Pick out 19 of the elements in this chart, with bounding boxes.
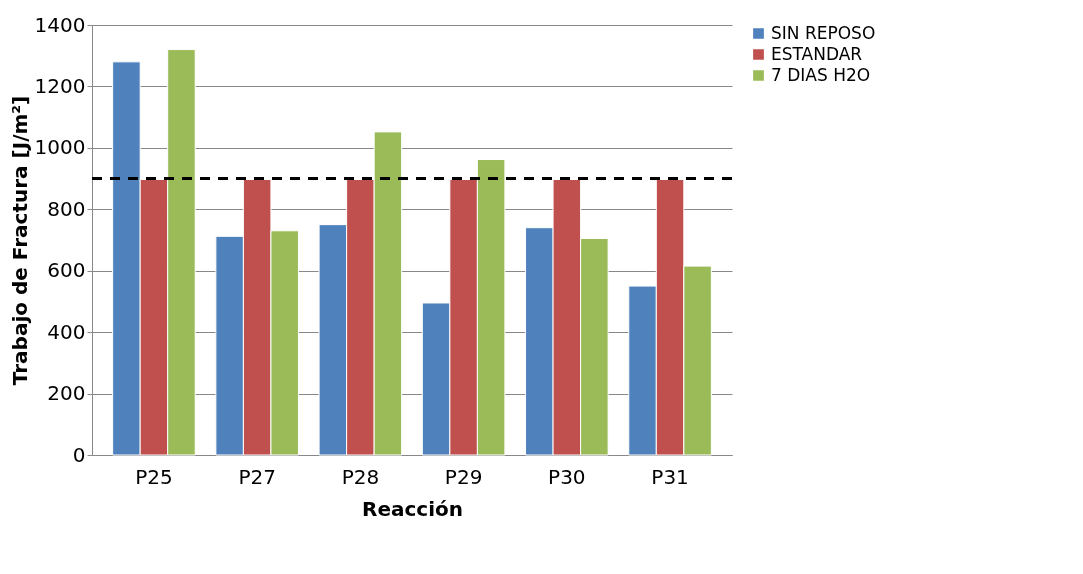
y-tick-label: 0 — [72, 442, 86, 467]
y-tick-label: 800 — [47, 196, 86, 221]
x-tick-label: P31 — [651, 464, 689, 489]
y-tick-label: 600 — [47, 258, 86, 283]
x-tick-label: P28 — [341, 464, 380, 489]
x-axis-title: Reacción — [361, 496, 464, 521]
legend-label: ESTANDAR — [771, 43, 863, 64]
x-tick-label: P30 — [548, 464, 586, 489]
x-tick-label: P27 — [238, 464, 276, 489]
y-tick-label: 1200 — [34, 73, 86, 98]
y-tick-label: 200 — [47, 381, 86, 406]
y-tick-label: 1000 — [34, 135, 86, 160]
y-tick-label: 400 — [47, 319, 86, 344]
x-tick-label: P29 — [444, 464, 483, 489]
y-axis-title: Trabajo de Fractura [J/m²] — [7, 95, 32, 386]
x-tick-label: P25 — [135, 464, 173, 489]
legend-label: SIN REPOSO — [771, 22, 876, 43]
legend-label: 7 DIAS H2O — [771, 64, 871, 85]
y-tick-label: 1400 — [34, 12, 86, 37]
